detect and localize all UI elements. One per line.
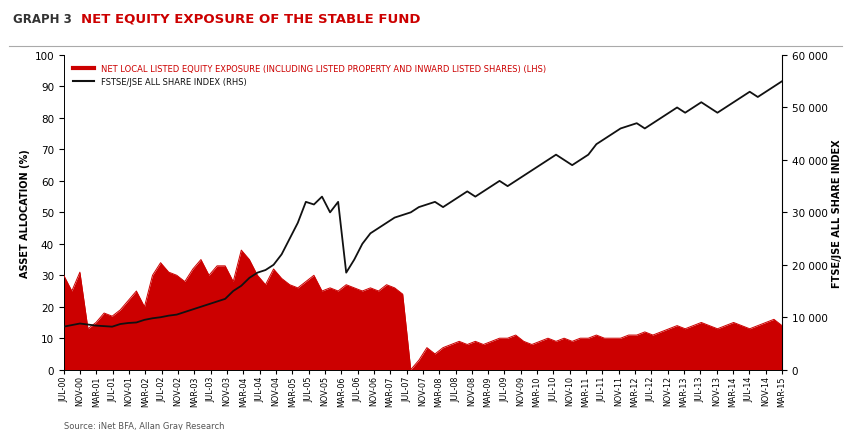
Text: NET EQUITY EXPOSURE OF THE STABLE FUND: NET EQUITY EXPOSURE OF THE STABLE FUND	[81, 13, 420, 26]
Y-axis label: FTSE/JSE ALL SHARE INDEX: FTSE/JSE ALL SHARE INDEX	[832, 139, 842, 287]
Text: GRAPH 3: GRAPH 3	[13, 13, 71, 26]
Text: Source: iNet BFA, Allan Gray Research: Source: iNet BFA, Allan Gray Research	[64, 421, 224, 430]
Y-axis label: ASSET ALLOCATION (%): ASSET ALLOCATION (%)	[20, 149, 31, 277]
Legend: NET LOCAL LISTED EQUITY EXPOSURE (INCLUDING LISTED PROPERTY AND INWARD LISTED SH: NET LOCAL LISTED EQUITY EXPOSURE (INCLUD…	[71, 63, 547, 89]
